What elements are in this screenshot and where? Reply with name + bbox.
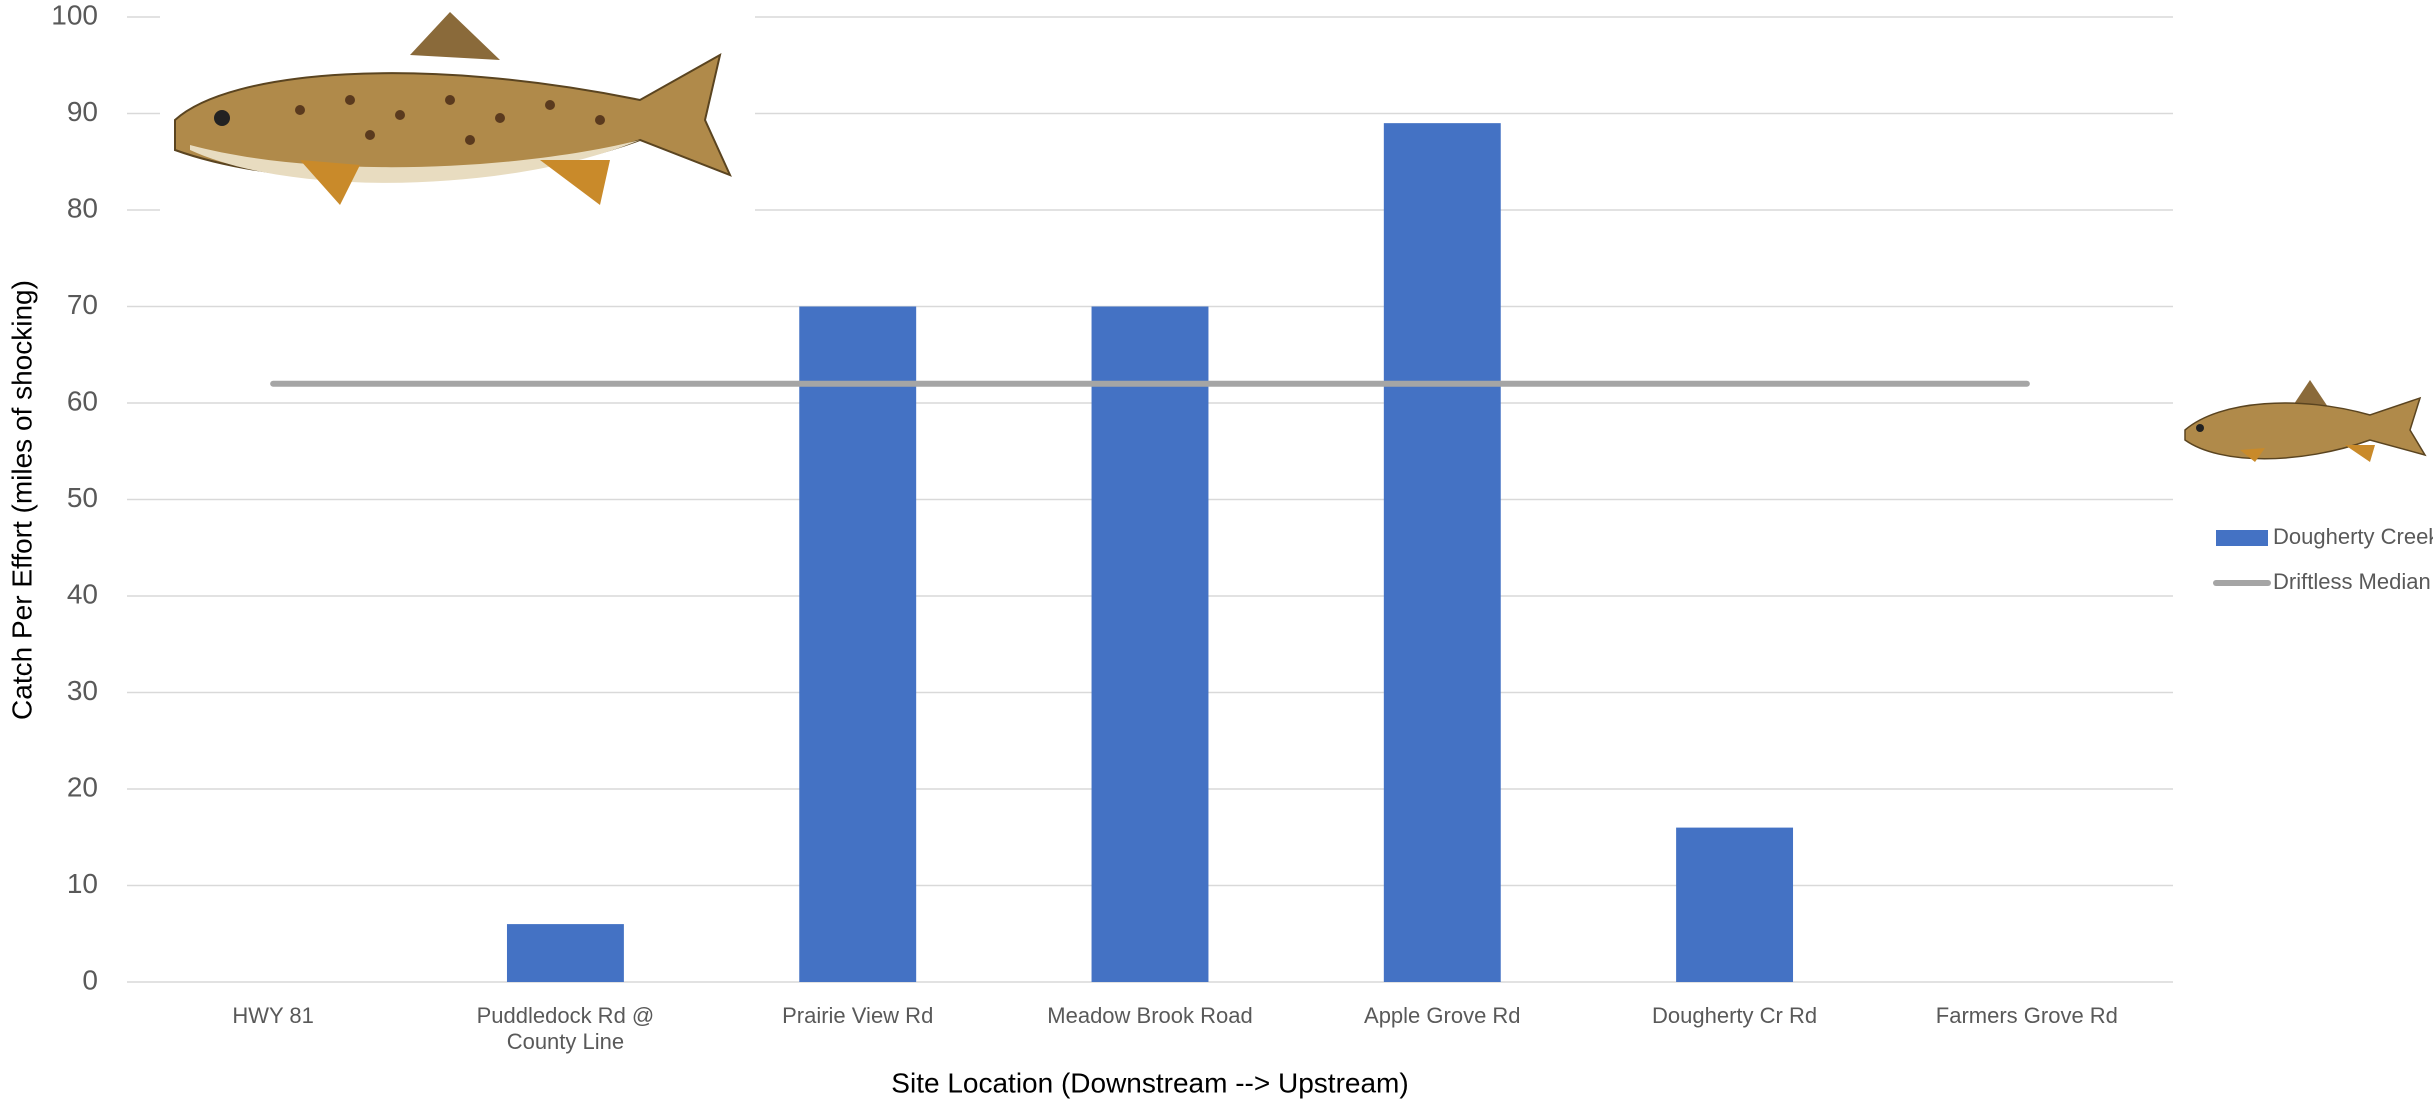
bar (1676, 827, 1794, 982)
x-tick-label: Dougherty Cr Rd (1652, 1003, 1818, 1028)
y-tick-label: 80 (67, 192, 98, 223)
x-tick-label: Puddledock Rd @ County Line (476, 1003, 655, 1054)
y-tick-label: 100 (51, 0, 98, 30)
bar (799, 306, 917, 982)
x-tick-label: Prairie View Rd (782, 1003, 934, 1028)
y-tick-label: 70 (67, 289, 98, 320)
y-tick-label: 90 (67, 96, 98, 127)
legend: Dougherty Creek Driftless Median (2213, 524, 2433, 594)
x-tick-label: Meadow Brook Road (1047, 1003, 1253, 1028)
y-tick-label: 10 (67, 868, 98, 899)
legend-label: Dougherty Creek (2273, 524, 2433, 549)
y-tick-label: 60 (67, 385, 98, 416)
x-axis-title: Site Location (Downstream --> Upstream) (891, 1067, 1408, 1098)
bar (506, 924, 624, 982)
brown-trout-large (160, 0, 755, 215)
bar (1091, 306, 1209, 982)
x-tick-label: HWY 81 (232, 1003, 314, 1028)
marks (270, 123, 2030, 982)
x-tick-label: Apple Grove Rd (1364, 1003, 1521, 1028)
legend-label: Driftless Median (2273, 569, 2431, 594)
y-tick-label: 20 (67, 771, 98, 802)
y-tick-label: 30 (67, 675, 98, 706)
bar (1383, 123, 1501, 982)
brown-trout-small (2184, 380, 2427, 462)
y-tick-label: 0 (82, 964, 98, 995)
x-tick-label: Farmers Grove Rd (1935, 1003, 2118, 1028)
legend-swatch (2216, 530, 2268, 546)
y-tick-label: 50 (67, 482, 98, 513)
y-tick-label: 40 (67, 578, 98, 609)
y-axis-title: Catch Per Effort (miles of shocking) (6, 280, 37, 720)
